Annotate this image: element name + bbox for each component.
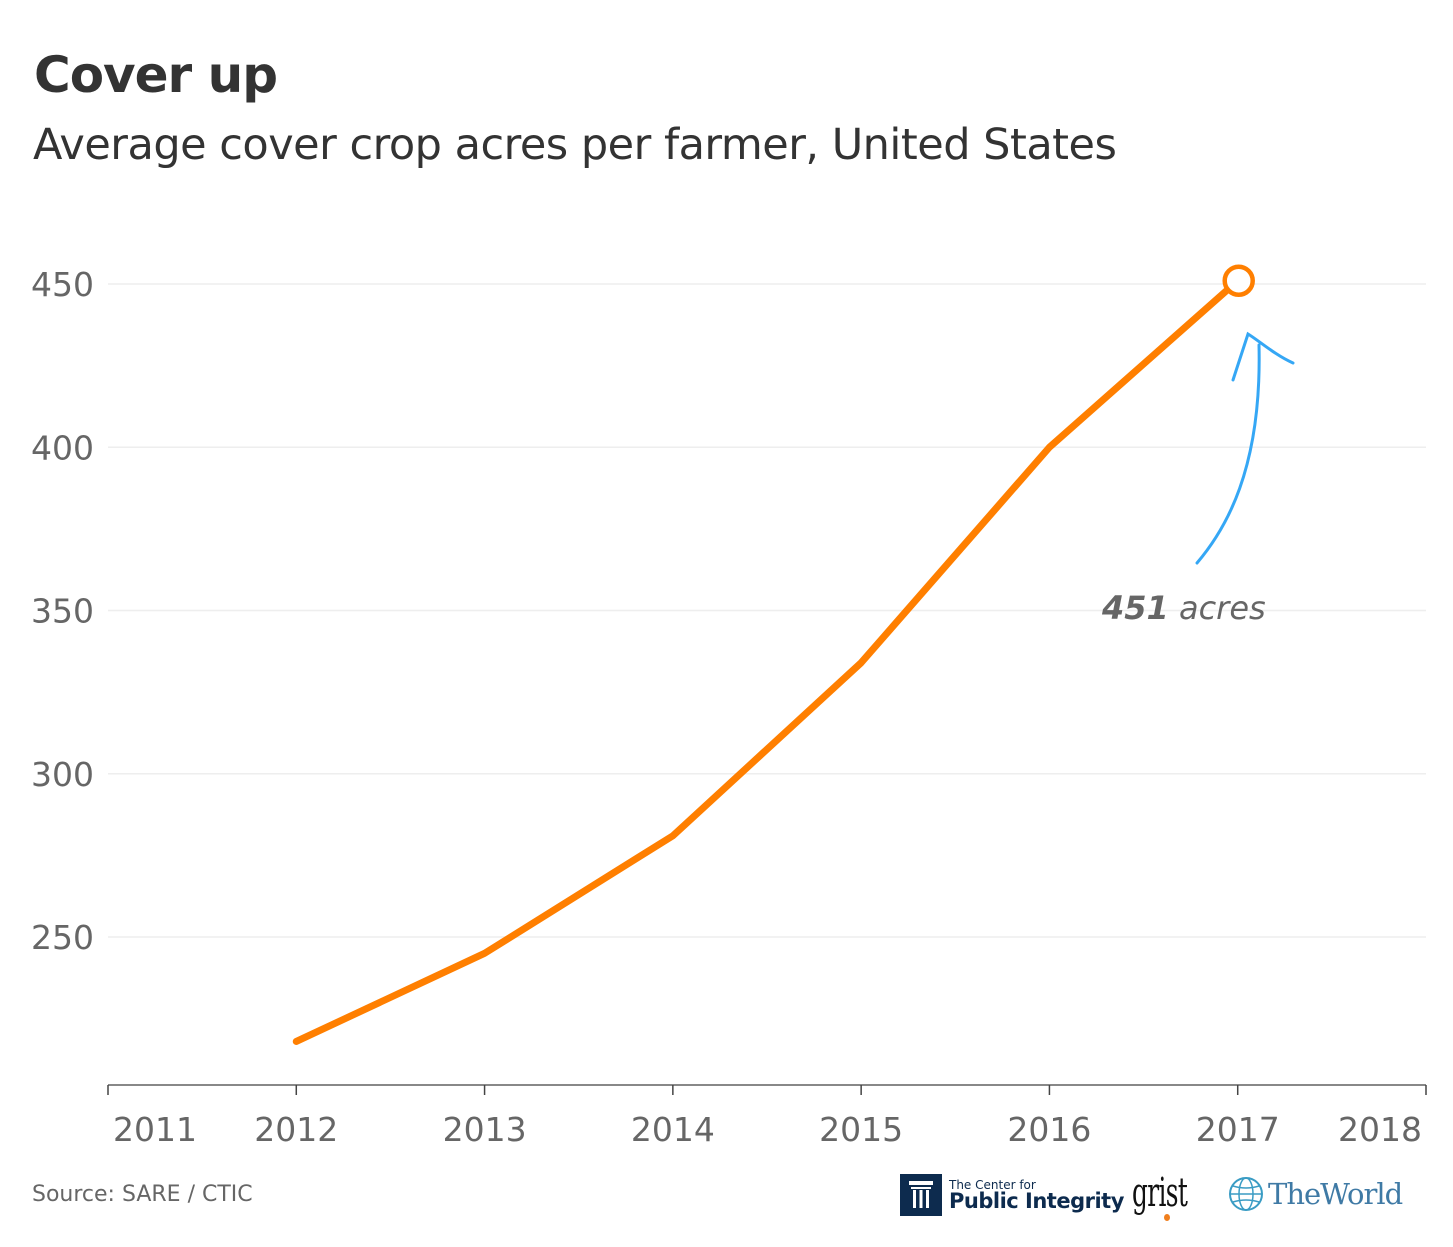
arrow-icon	[1195, 331, 1295, 565]
annotation-value: 451	[1101, 589, 1169, 627]
column-icon	[900, 1174, 942, 1216]
y-tick-label: 450	[31, 265, 94, 304]
cpi-line2: Public Integrity	[949, 1188, 1124, 1213]
x-tick-label: 2013	[443, 1110, 527, 1149]
x-tick-label: 2011	[113, 1110, 197, 1149]
x-tick-label: 2014	[631, 1110, 715, 1149]
data-series	[292, 264, 1255, 1045]
cpi-logo: The Center for Public Integrity	[900, 1174, 1124, 1216]
chart-subtitle: Average cover crop acres per farmer, Uni…	[33, 120, 1117, 170]
y-tick-label: 300	[31, 755, 94, 794]
x-tick-label: 2012	[254, 1110, 338, 1149]
annotation-label: 451 acres	[1101, 589, 1266, 627]
y-tick-label: 250	[31, 918, 94, 957]
annotation-unit: acres	[1169, 589, 1266, 627]
grist-dot-icon	[1164, 1214, 1170, 1221]
y-axis-labels: 450 400 350 300 250	[31, 265, 94, 957]
x-tick-label: 2015	[819, 1110, 903, 1149]
x-tick-label: 2017	[1196, 1110, 1280, 1149]
y-tick-label: 400	[31, 428, 94, 467]
grist-logo: grist	[1132, 1170, 1188, 1216]
y-tick-label: 350	[31, 592, 94, 631]
highlight-marker	[1222, 264, 1255, 297]
x-tick-label: 2016	[1007, 1110, 1091, 1149]
gridlines	[108, 283, 1426, 938]
line-chart: 450 400 350 300 250 2011 2012 2013 2014 2015 2016…	[31, 264, 1427, 1149]
globe-icon	[1229, 1177, 1263, 1211]
source-note: Source: SARE / CTIC	[32, 1182, 253, 1207]
x-tick-label: 2018	[1338, 1110, 1422, 1149]
cpi-line1: The Center for	[949, 1177, 1036, 1192]
chart-title: Cover up	[34, 46, 278, 104]
x-axis: 2011 2012 2013 2014 2015 2016 2017 2018	[107, 1084, 1427, 1149]
the-world-logo: TheWorld	[1228, 1176, 1403, 1212]
publisher-logos: The Center for Public Integrity grist Th…	[900, 1170, 1440, 1230]
the-world-text: TheWorld	[1268, 1177, 1403, 1211]
annotation: 451 acres	[1101, 331, 1295, 627]
series-line	[292, 277, 1242, 1045]
